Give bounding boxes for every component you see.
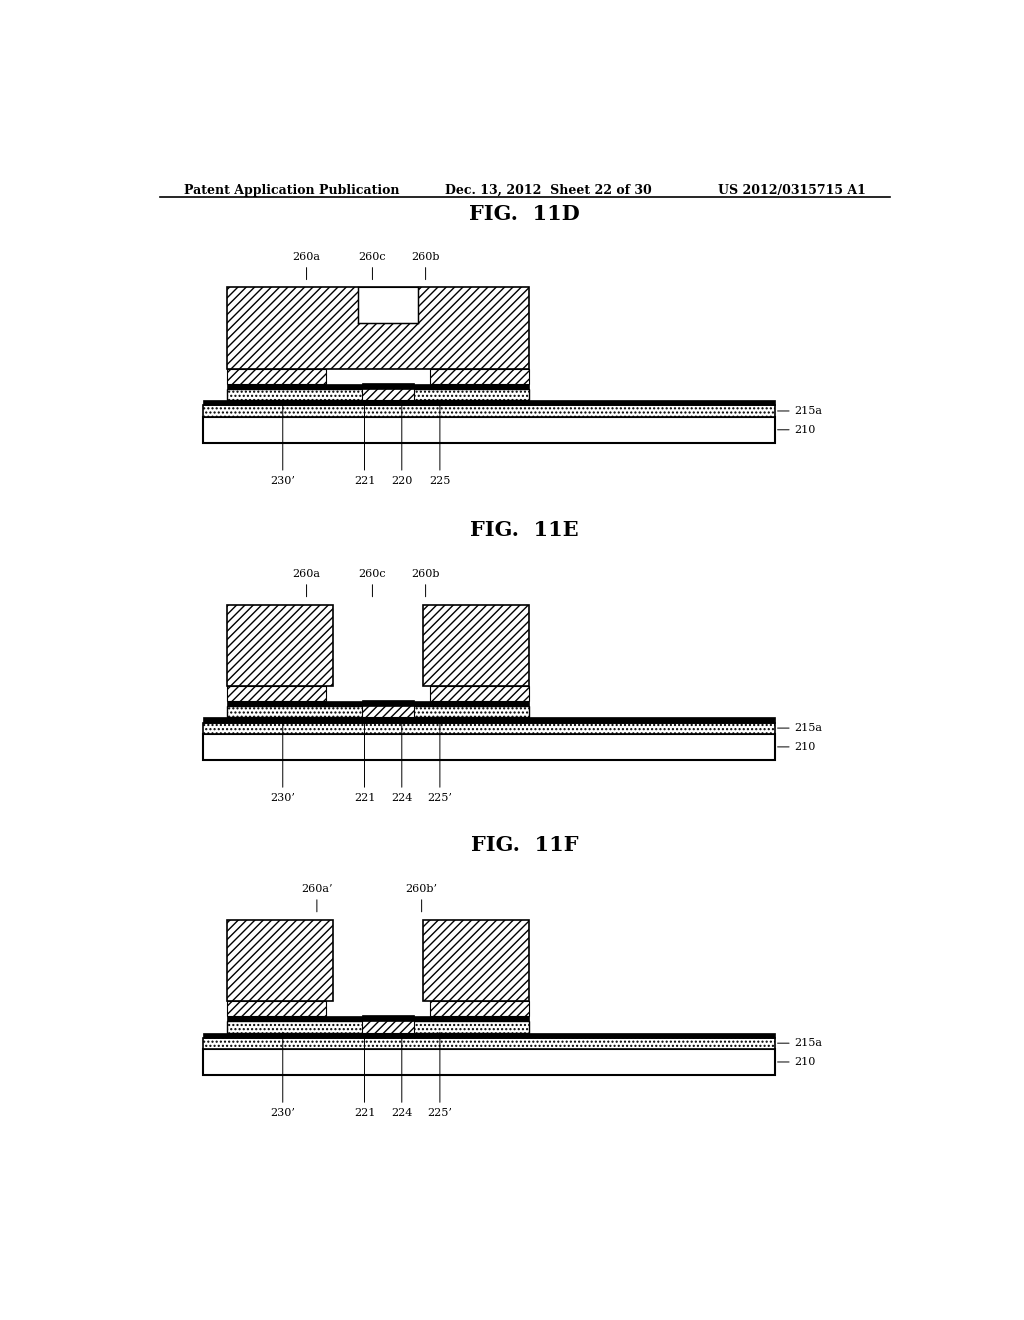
Text: 224: 224 xyxy=(391,717,413,803)
Text: 260a: 260a xyxy=(293,569,321,597)
Bar xyxy=(430,686,528,701)
Text: 215a: 215a xyxy=(777,1038,822,1048)
Text: 260b: 260b xyxy=(412,569,440,597)
Bar xyxy=(430,368,528,384)
Bar xyxy=(204,1038,775,1049)
Text: Dec. 13, 2012  Sheet 22 of 30: Dec. 13, 2012 Sheet 22 of 30 xyxy=(445,183,652,197)
Bar xyxy=(227,920,333,1001)
Bar xyxy=(227,686,327,701)
Bar xyxy=(204,718,775,722)
Bar xyxy=(362,1019,414,1032)
Bar xyxy=(227,288,528,368)
Text: FIG.  11D: FIG. 11D xyxy=(469,205,581,224)
Text: Patent Application Publication: Patent Application Publication xyxy=(183,183,399,197)
Bar xyxy=(204,405,775,417)
Text: 221: 221 xyxy=(354,717,375,803)
Bar xyxy=(227,368,327,384)
Text: 215a: 215a xyxy=(777,723,822,733)
Bar xyxy=(227,706,528,718)
Bar xyxy=(227,389,528,400)
Text: 225: 225 xyxy=(429,400,451,486)
Text: 210: 210 xyxy=(777,425,816,434)
Bar xyxy=(227,384,528,389)
Text: US 2012/0315715 A1: US 2012/0315715 A1 xyxy=(718,183,866,197)
Text: FIG.  11F: FIG. 11F xyxy=(471,834,579,854)
Text: 210: 210 xyxy=(777,1057,816,1067)
Bar xyxy=(204,722,775,734)
Bar xyxy=(430,1001,528,1016)
Bar xyxy=(358,288,418,323)
Bar xyxy=(423,605,528,686)
Text: 224: 224 xyxy=(391,1032,413,1118)
Bar xyxy=(362,387,414,400)
Text: 221: 221 xyxy=(354,1032,375,1118)
Bar xyxy=(423,920,528,1001)
Text: 260c: 260c xyxy=(358,569,386,597)
Text: 210: 210 xyxy=(777,742,816,752)
Bar xyxy=(362,383,414,387)
Text: 225’: 225’ xyxy=(427,1032,453,1118)
Bar xyxy=(227,605,333,686)
Bar xyxy=(204,1032,775,1038)
Bar xyxy=(227,1016,528,1022)
Text: FIG.  11E: FIG. 11E xyxy=(470,520,580,540)
Text: 260b’: 260b’ xyxy=(406,884,437,912)
Bar xyxy=(227,701,528,706)
Text: 225’: 225’ xyxy=(427,717,453,803)
Bar xyxy=(227,1022,528,1032)
Text: 230’: 230’ xyxy=(270,1032,295,1118)
Bar xyxy=(362,704,414,718)
Text: 221: 221 xyxy=(354,400,375,486)
Text: 230’: 230’ xyxy=(270,717,295,803)
Text: 215a: 215a xyxy=(777,407,822,416)
Bar xyxy=(362,1015,414,1019)
Text: 260a: 260a xyxy=(293,252,321,280)
Text: 230’: 230’ xyxy=(270,400,295,486)
Text: 260b: 260b xyxy=(412,252,440,280)
Bar xyxy=(204,400,775,405)
Text: 260c: 260c xyxy=(358,252,386,280)
Bar xyxy=(227,1001,327,1016)
Text: 260a’: 260a’ xyxy=(301,884,333,912)
Bar xyxy=(204,417,775,444)
Text: 220: 220 xyxy=(391,400,413,486)
Bar xyxy=(204,734,775,760)
Bar xyxy=(362,700,414,704)
Bar xyxy=(204,1049,775,1076)
